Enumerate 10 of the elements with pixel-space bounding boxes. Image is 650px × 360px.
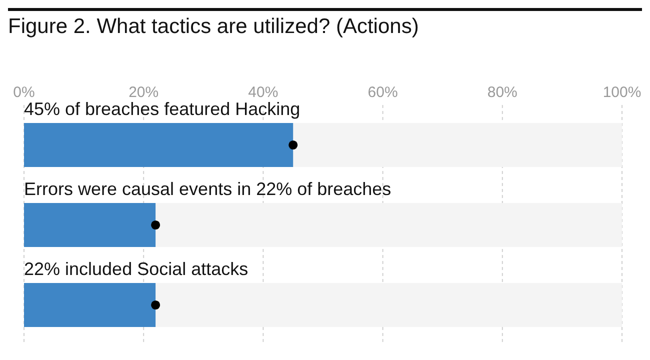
x-tick-label: 60% (368, 84, 398, 101)
x-tick-label: 0% (13, 84, 35, 101)
x-tick-label: 100% (602, 84, 642, 101)
x-tick-label: 20% (128, 84, 159, 101)
chart-title: Figure 2. What tactics are utilized? (Actions) (8, 15, 419, 38)
x-tick-label: 80% (487, 84, 518, 101)
y-tick-label: Errors were causal events in 22% of breaches (24, 179, 392, 199)
y-tick-label: 22% included Social attacks (24, 259, 248, 279)
x-tick-label: 40% (248, 84, 278, 101)
y-tick-label: 45% of breaches featured Hacking (24, 99, 300, 119)
